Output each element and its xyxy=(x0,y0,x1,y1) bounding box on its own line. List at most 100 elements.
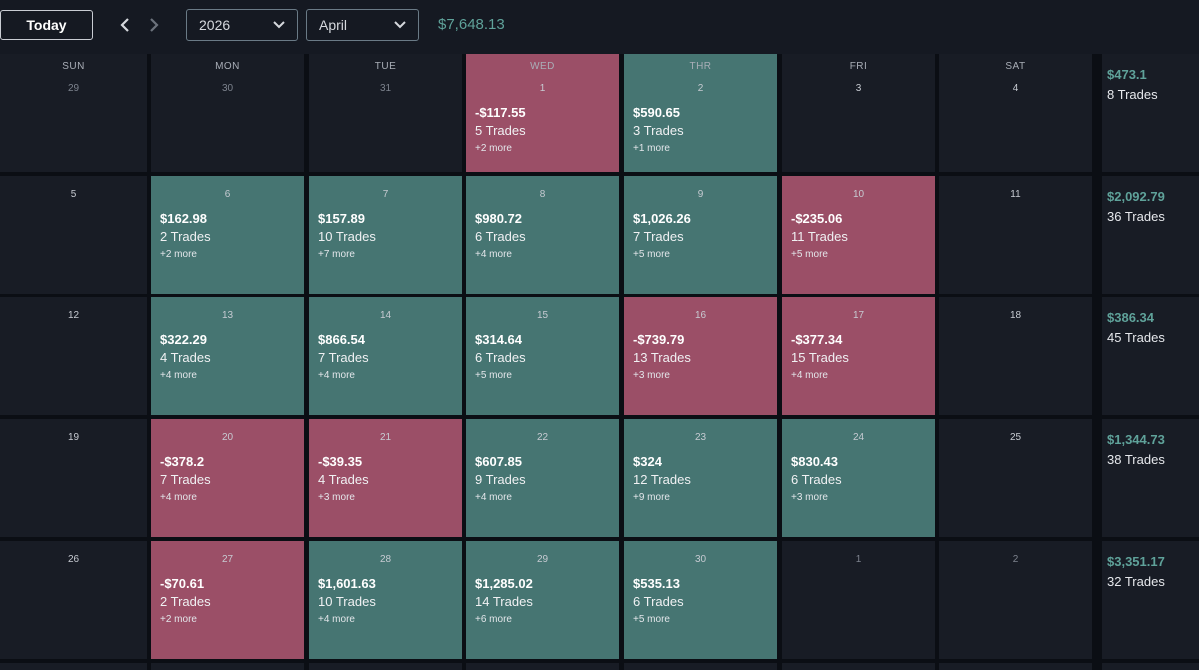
day-pnl: $157.89 xyxy=(318,211,365,226)
next-month-button[interactable] xyxy=(145,14,163,36)
day-cell[interactable]: 23 $324 12 Trades +9 more xyxy=(624,419,777,537)
more-trades-link[interactable]: +2 more xyxy=(160,614,197,625)
week-trade-count: 8 Trades xyxy=(1107,87,1158,102)
prev-month-button[interactable] xyxy=(116,14,134,36)
more-trades-link[interactable]: +3 more xyxy=(633,370,670,381)
month-select[interactable]: April xyxy=(306,9,419,41)
day-trade-count: 4 Trades xyxy=(318,472,369,487)
day-pnl: $866.54 xyxy=(318,332,365,347)
more-trades-link[interactable]: +4 more xyxy=(475,492,512,503)
more-trades-link[interactable]: +4 more xyxy=(318,370,355,381)
weekday-header: THR xyxy=(689,61,712,72)
day-number: 24 xyxy=(852,432,865,443)
day-cell[interactable]: 16 -$739.79 13 Trades +3 more xyxy=(624,297,777,415)
more-trades-link[interactable]: +4 more xyxy=(318,614,355,625)
day-pnl: $590.65 xyxy=(633,105,680,120)
day-number: 30 xyxy=(221,83,234,94)
more-trades-link[interactable]: +4 more xyxy=(791,370,828,381)
week-summary: $386.34 45 Trades xyxy=(1102,297,1199,415)
day-cell-partial xyxy=(151,663,304,670)
day-trade-count: 12 Trades xyxy=(633,472,691,487)
year-select[interactable]: 2026 xyxy=(186,9,298,41)
day-cell[interactable]: SUN 29 xyxy=(0,54,147,172)
day-pnl: $1,285.02 xyxy=(475,576,533,591)
day-number: 2 xyxy=(697,83,704,94)
day-cell[interactable]: 20 -$378.2 7 Trades +4 more xyxy=(151,419,304,537)
week-pnl: $3,351.17 xyxy=(1107,554,1165,569)
more-trades-link[interactable]: +5 more xyxy=(633,249,670,260)
more-trades-link[interactable]: +1 more xyxy=(633,143,670,154)
day-cell[interactable]: 12 xyxy=(0,297,147,415)
day-number: 28 xyxy=(379,554,392,565)
day-cell-partial xyxy=(624,663,777,670)
more-trades-link[interactable]: +5 more xyxy=(791,249,828,260)
week-pnl: $1,344.73 xyxy=(1107,432,1165,447)
toolbar: Today 2026 April $7,648.13 xyxy=(0,0,1199,54)
day-cell[interactable]: 2 xyxy=(939,541,1092,659)
month-select-value: April xyxy=(319,17,348,33)
day-cell[interactable]: 25 xyxy=(939,419,1092,537)
day-cell[interactable]: TUE 31 xyxy=(309,54,462,172)
more-trades-link[interactable]: +4 more xyxy=(475,249,512,260)
day-cell[interactable]: 17 -$377.34 15 Trades +4 more xyxy=(782,297,935,415)
day-cell-partial xyxy=(309,663,462,670)
more-trades-link[interactable]: +9 more xyxy=(633,492,670,503)
more-trades-link[interactable]: +3 more xyxy=(791,492,828,503)
more-trades-link[interactable]: +3 more xyxy=(318,492,355,503)
day-cell[interactable]: 29 $1,285.02 14 Trades +6 more xyxy=(466,541,619,659)
day-pnl: $314.64 xyxy=(475,332,522,347)
day-cell[interactable]: FRI 3 xyxy=(782,54,935,172)
week-pnl: $386.34 xyxy=(1107,310,1154,325)
day-cell[interactable]: 26 xyxy=(0,541,147,659)
day-number: 7 xyxy=(382,189,389,200)
day-cell[interactable]: 30 $535.13 6 Trades +5 more xyxy=(624,541,777,659)
day-number: 1 xyxy=(539,83,546,94)
day-cell-partial xyxy=(782,663,935,670)
day-cell[interactable]: 15 $314.64 6 Trades +5 more xyxy=(466,297,619,415)
day-number: 9 xyxy=(697,189,704,200)
day-cell[interactable]: 6 $162.98 2 Trades +2 more xyxy=(151,176,304,294)
day-number: 22 xyxy=(536,432,549,443)
day-number: 26 xyxy=(67,554,80,565)
more-trades-link[interactable]: +4 more xyxy=(160,370,197,381)
day-cell[interactable]: THR 2 $590.65 3 Trades +1 more xyxy=(624,54,777,172)
week-summary: $3,351.17 32 Trades xyxy=(1102,541,1199,659)
day-cell[interactable]: 24 $830.43 6 Trades +3 more xyxy=(782,419,935,537)
day-trade-count: 2 Trades xyxy=(160,594,211,609)
day-cell[interactable]: SAT 4 xyxy=(939,54,1092,172)
more-trades-link[interactable]: +2 more xyxy=(160,249,197,260)
day-cell[interactable]: MON 30 xyxy=(151,54,304,172)
chevron-down-icon xyxy=(273,21,285,29)
day-cell[interactable]: 5 xyxy=(0,176,147,294)
today-button[interactable]: Today xyxy=(0,10,93,40)
week-trade-count: 36 Trades xyxy=(1107,209,1165,224)
day-cell[interactable]: 21 -$39.35 4 Trades +3 more xyxy=(309,419,462,537)
day-cell[interactable]: 1 xyxy=(782,541,935,659)
more-trades-link[interactable]: +2 more xyxy=(475,143,512,154)
more-trades-link[interactable]: +5 more xyxy=(633,614,670,625)
day-cell[interactable]: 27 -$70.61 2 Trades +2 more xyxy=(151,541,304,659)
more-trades-link[interactable]: +6 more xyxy=(475,614,512,625)
day-cell[interactable]: 19 xyxy=(0,419,147,537)
chevron-left-icon xyxy=(120,18,129,32)
week-summary-partial xyxy=(1102,663,1199,670)
day-cell[interactable]: 8 $980.72 6 Trades +4 more xyxy=(466,176,619,294)
weekday-header: TUE xyxy=(374,61,397,72)
more-trades-link[interactable]: +7 more xyxy=(318,249,355,260)
more-trades-link[interactable]: +5 more xyxy=(475,370,512,381)
weekday-header: SAT xyxy=(1005,61,1026,72)
day-cell[interactable]: 10 -$235.06 11 Trades +5 more xyxy=(782,176,935,294)
day-pnl: -$39.35 xyxy=(318,454,363,469)
day-cell[interactable]: 28 $1,601.63 10 Trades +4 more xyxy=(309,541,462,659)
day-cell[interactable]: 7 $157.89 10 Trades +7 more xyxy=(309,176,462,294)
day-cell[interactable]: 18 xyxy=(939,297,1092,415)
day-cell[interactable]: 22 $607.85 9 Trades +4 more xyxy=(466,419,619,537)
weekday-header: WED xyxy=(530,61,555,72)
day-cell[interactable]: 9 $1,026.26 7 Trades +5 more xyxy=(624,176,777,294)
day-pnl: -$739.79 xyxy=(633,332,685,347)
more-trades-link[interactable]: +4 more xyxy=(160,492,197,503)
day-cell[interactable]: WED 1 -$117.55 5 Trades +2 more xyxy=(466,54,619,172)
day-cell[interactable]: 14 $866.54 7 Trades +4 more xyxy=(309,297,462,415)
day-cell[interactable]: 13 $322.29 4 Trades +4 more xyxy=(151,297,304,415)
day-cell[interactable]: 11 xyxy=(939,176,1092,294)
